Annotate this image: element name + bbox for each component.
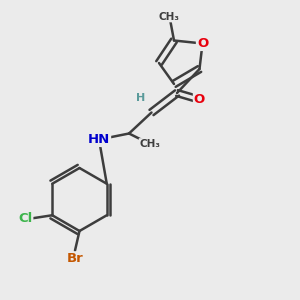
Text: H: H — [136, 93, 145, 103]
Text: CH₃: CH₃ — [159, 11, 180, 22]
Text: HN: HN — [88, 133, 110, 146]
Text: O: O — [197, 37, 208, 50]
Text: Cl: Cl — [18, 212, 32, 225]
Text: CH₃: CH₃ — [140, 139, 160, 149]
Text: Br: Br — [67, 252, 83, 266]
Text: O: O — [194, 93, 205, 106]
